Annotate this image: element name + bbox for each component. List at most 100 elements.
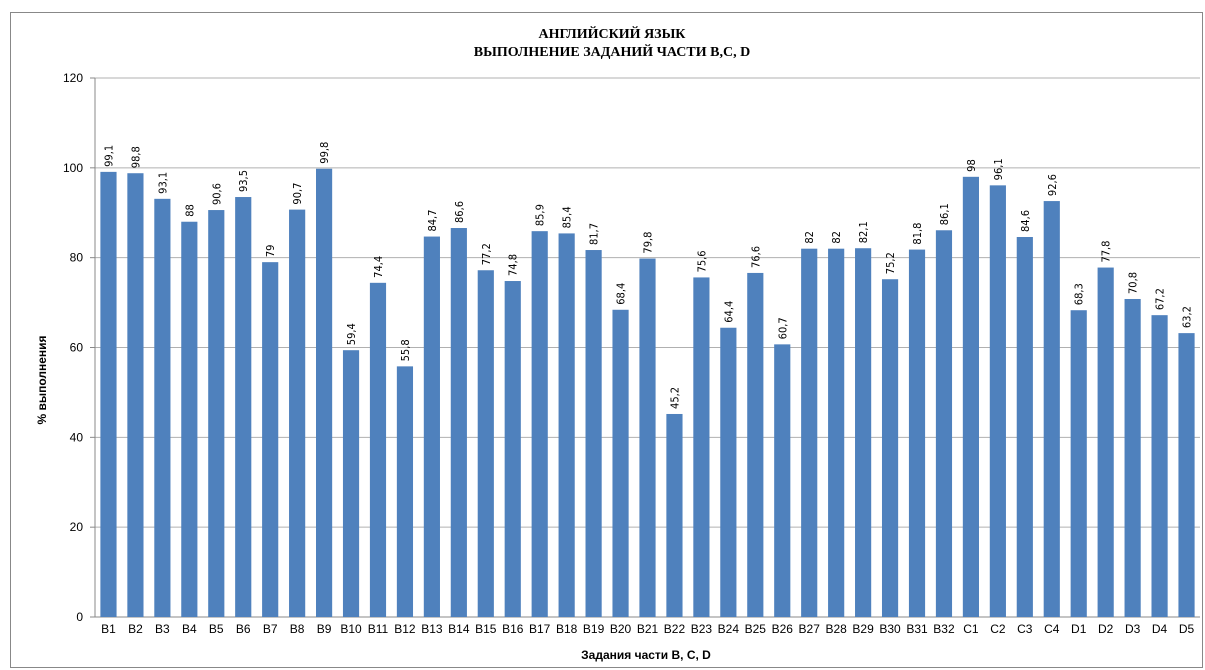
bar xyxy=(962,176,979,618)
y-tick-label: 20 xyxy=(70,520,84,534)
bar xyxy=(720,327,737,617)
bar xyxy=(935,230,953,617)
x-tick-label: B4 xyxy=(182,622,197,636)
value-label: 93,1 xyxy=(156,172,169,194)
x-tick-label: C1 xyxy=(963,622,979,636)
x-tick-label: D5 xyxy=(1179,622,1195,636)
bar xyxy=(801,248,818,617)
value-label: 93,5 xyxy=(237,170,250,192)
value-label: 64,4 xyxy=(722,301,735,323)
x-tick-label: D4 xyxy=(1152,622,1168,636)
bar xyxy=(127,173,144,617)
value-label: 75,2 xyxy=(884,252,897,274)
value-label: 75,6 xyxy=(695,250,708,272)
bar xyxy=(396,366,414,617)
x-tick-label: B14 xyxy=(448,622,470,636)
value-label: 98 xyxy=(965,159,978,172)
bar xyxy=(1070,310,1087,617)
x-tick-label: B30 xyxy=(879,622,901,636)
value-label: 90,6 xyxy=(210,183,223,205)
bar xyxy=(262,262,279,617)
x-tick-label: C3 xyxy=(1017,622,1033,636)
x-tick-label: D2 xyxy=(1098,622,1114,636)
y-tick-label: 0 xyxy=(76,610,83,624)
value-label: 76,6 xyxy=(749,246,762,268)
value-label: 68,3 xyxy=(1073,283,1086,305)
x-tick-label: B23 xyxy=(691,622,713,636)
x-tick-label: B2 xyxy=(128,622,143,636)
value-label: 60,7 xyxy=(776,317,789,339)
x-tick-label: B6 xyxy=(236,622,251,636)
x-tick-label: B16 xyxy=(502,622,524,636)
bar xyxy=(450,228,467,617)
x-tick-label: B17 xyxy=(529,622,551,636)
x-tick-label: B26 xyxy=(772,622,794,636)
value-label: 86,6 xyxy=(453,201,466,223)
bar xyxy=(423,236,440,617)
value-label: 77,2 xyxy=(480,243,493,265)
bar xyxy=(989,185,1006,617)
y-tick-label: 100 xyxy=(63,161,83,175)
chart-subtitle: ВЫПОЛНЕНИЕ ЗАДАНИЙ ЧАСТИ B,C, D xyxy=(474,43,750,60)
value-label: 90,7 xyxy=(291,183,304,205)
value-label: 81,7 xyxy=(588,223,601,245)
value-label: 79,8 xyxy=(642,232,655,254)
value-label: 92,6 xyxy=(1046,174,1059,196)
bar xyxy=(342,350,360,617)
bar xyxy=(316,168,333,617)
bar xyxy=(235,197,252,617)
bar xyxy=(558,233,575,617)
bar xyxy=(289,209,306,617)
value-label: 99,8 xyxy=(318,142,331,164)
value-label: 59,4 xyxy=(345,323,358,345)
x-tick-label: B15 xyxy=(475,622,497,636)
chart-title: АНГЛИЙСКИЙ ЯЗЫК xyxy=(539,25,687,42)
value-label: 55,8 xyxy=(399,339,412,361)
y-tick-label: 120 xyxy=(63,71,83,85)
x-tick-label: B1 xyxy=(101,622,116,636)
x-tick-label: B10 xyxy=(340,622,362,636)
bar xyxy=(747,272,764,617)
bar xyxy=(1097,267,1114,617)
value-label: 82,1 xyxy=(857,221,870,243)
x-tick-label: B5 xyxy=(209,622,224,636)
x-tick-label: B25 xyxy=(745,622,767,636)
bar xyxy=(208,210,225,617)
bar xyxy=(154,198,171,617)
bar xyxy=(828,248,845,617)
x-tick-label: C4 xyxy=(1044,622,1060,636)
value-label: 67,2 xyxy=(1154,288,1167,310)
value-label: 63,2 xyxy=(1181,306,1194,328)
x-tick-label: B27 xyxy=(799,622,821,636)
bar xyxy=(774,344,791,617)
x-tick-label: B11 xyxy=(368,622,389,636)
x-tick-label: B22 xyxy=(664,622,686,636)
bar xyxy=(1043,201,1060,618)
bar xyxy=(1016,237,1033,617)
bar xyxy=(693,277,710,617)
bar xyxy=(881,279,899,617)
x-tick-label: B18 xyxy=(556,622,578,636)
value-label: 68,4 xyxy=(615,283,628,305)
bar xyxy=(369,282,387,617)
x-tick-label: B12 xyxy=(394,622,416,636)
value-label: 84,7 xyxy=(426,210,439,232)
x-axis-label: Задания части B, C, D xyxy=(581,648,711,662)
bar xyxy=(855,248,872,617)
value-label: 82 xyxy=(803,231,816,244)
x-tick-label: B3 xyxy=(155,622,170,636)
value-label: 85,4 xyxy=(561,206,574,228)
x-tick-label: B21 xyxy=(637,622,659,636)
value-label: 86,1 xyxy=(938,203,951,225)
value-label: 79 xyxy=(264,245,277,258)
bar xyxy=(477,270,494,617)
bar xyxy=(612,309,629,617)
value-label: 82 xyxy=(830,231,843,244)
bar xyxy=(1178,333,1195,617)
y-axis-label: % выполнения xyxy=(35,335,49,424)
bar xyxy=(585,250,602,618)
y-tick-label: 60 xyxy=(70,341,84,355)
bar xyxy=(531,231,548,617)
x-tick-label: B7 xyxy=(263,622,278,636)
